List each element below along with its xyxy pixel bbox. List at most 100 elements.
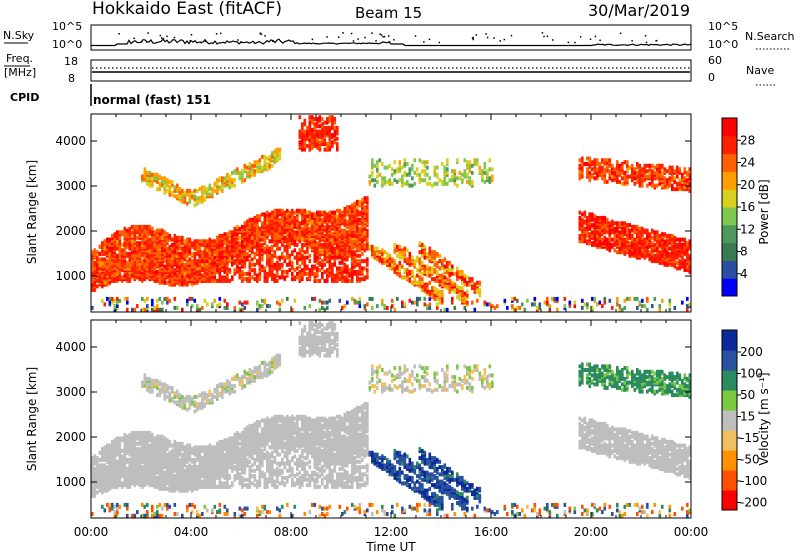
data-cell: [206, 239, 209, 244]
data-cell: [378, 158, 382, 163]
data-cell: [218, 176, 222, 181]
data-cell: [253, 244, 257, 249]
data-cell: [643, 163, 647, 168]
data-cell: [131, 273, 134, 278]
data-cell: [443, 176, 447, 181]
data-cell: [393, 242, 397, 247]
data-cell: [668, 241, 672, 246]
data-cell: [681, 185, 684, 190]
nsearch-dot: [379, 33, 381, 35]
data-cell: [248, 271, 252, 276]
data-cell: [423, 282, 427, 287]
data-cell: [118, 246, 122, 251]
data-cell: [228, 268, 232, 273]
data-cell: [408, 255, 412, 260]
data-cell: [603, 167, 607, 172]
data-cell: [248, 253, 252, 258]
colorbar-tick-label: 20: [740, 178, 755, 192]
data-cell: [626, 237, 629, 242]
data-cell: [163, 280, 167, 285]
data-cell: [441, 293, 444, 298]
data-cell: [603, 230, 607, 235]
data-cell: [191, 241, 194, 246]
data-cell: [306, 210, 309, 215]
data-cell: [108, 237, 112, 242]
data-cell: [91, 264, 94, 269]
data-cell: [448, 260, 452, 265]
data-cell: [346, 251, 349, 256]
data-cell: [458, 291, 462, 296]
data-cell: [631, 224, 634, 229]
data-cell: [186, 237, 189, 242]
data-cell: [631, 233, 634, 238]
data-cell: [298, 253, 302, 258]
data-cell: [591, 305, 594, 310]
data-cell: [356, 208, 359, 213]
data-cell: [671, 248, 674, 253]
data-cell: [596, 302, 599, 307]
data-cell: [303, 214, 307, 219]
data-cell: [253, 223, 257, 228]
data-cell: [178, 251, 182, 256]
data-cell: [638, 163, 642, 168]
data-cell: [111, 296, 114, 301]
data-cell: [628, 223, 632, 228]
data-cell: [258, 259, 262, 264]
nsearch-dot: [166, 35, 168, 38]
data-cell: [323, 120, 327, 125]
data-cell: [203, 277, 207, 282]
data-cell: [228, 278, 232, 283]
data-cell: [418, 296, 422, 301]
data-cell: [138, 224, 142, 229]
data-cell: [356, 199, 359, 204]
data-cell: [636, 232, 639, 237]
data-cell: [463, 291, 467, 296]
data-cell: [413, 278, 417, 283]
data-cell: [443, 268, 447, 273]
data-cell: [291, 264, 294, 269]
data-cell: [331, 122, 334, 127]
data-cell: [238, 260, 242, 265]
data-cell: [471, 284, 474, 289]
data-cell: [91, 286, 94, 291]
data-cell: [601, 158, 604, 163]
data-cell: [318, 140, 322, 145]
data-cell: [371, 244, 374, 249]
data-cell: [388, 163, 392, 168]
nsearch-dot: [438, 41, 441, 44]
data-cell: [233, 226, 237, 231]
data-cell: [216, 268, 219, 273]
data-cell: [428, 266, 432, 271]
colorbar-swatch: [722, 278, 737, 297]
data-cell: [148, 170, 152, 175]
data-cell: [658, 253, 662, 258]
colorbar-swatch: [722, 135, 737, 155]
data-cell: [476, 158, 479, 163]
data-cell: [198, 196, 202, 201]
data-cell: [438, 300, 442, 305]
data-cell: [278, 156, 282, 161]
data-cell: [593, 176, 597, 181]
nsearch-dot: [342, 32, 344, 34]
data-cell: [611, 170, 614, 175]
data-cell: [328, 215, 332, 220]
nsky-tick-top: 10^5: [52, 20, 82, 33]
data-cell: [241, 278, 244, 283]
data-cell: [601, 241, 604, 246]
data-cell: [421, 277, 424, 282]
nsearch-dot: [237, 39, 239, 41]
data-cell: [583, 235, 587, 240]
data-cell: [443, 179, 447, 184]
data-cell: [421, 242, 424, 247]
data-cell: [303, 140, 307, 145]
data-cell: [396, 264, 399, 269]
data-cell: [428, 181, 432, 186]
data-cell: [676, 181, 679, 186]
data-cell: [313, 271, 317, 276]
data-cell: [308, 304, 312, 309]
data-cell: [273, 273, 277, 278]
data-cell: [293, 215, 297, 220]
data-cell: [298, 230, 302, 235]
data-cell: [326, 217, 329, 222]
data-cell: [108, 296, 112, 301]
